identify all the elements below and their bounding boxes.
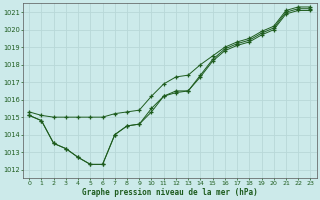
- X-axis label: Graphe pression niveau de la mer (hPa): Graphe pression niveau de la mer (hPa): [82, 188, 258, 197]
